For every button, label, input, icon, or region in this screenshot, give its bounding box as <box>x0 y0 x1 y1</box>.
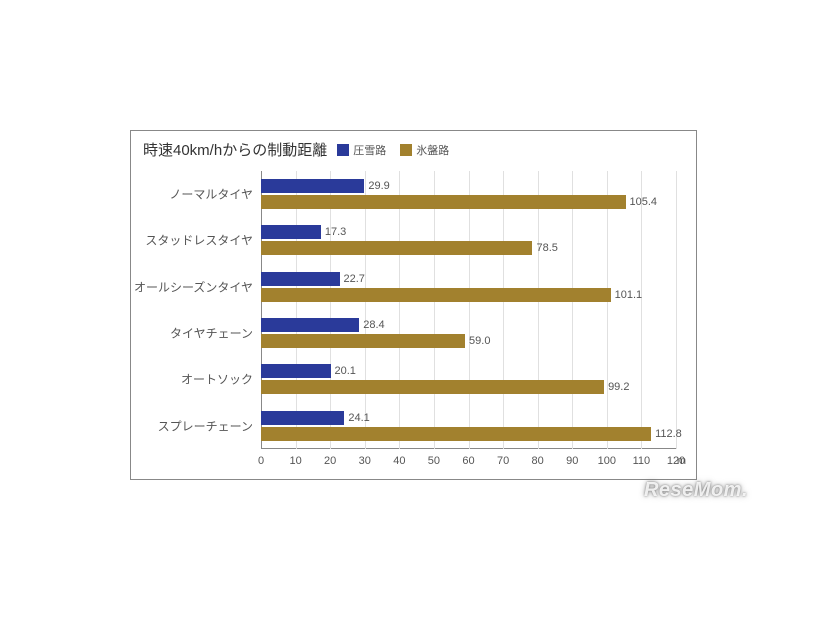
bar-value-label: 101.1 <box>611 289 643 301</box>
category-label: オールシーズンタイヤ <box>134 278 261 295</box>
x-tick-label: 50 <box>428 455 440 467</box>
category-group: オールシーズンタイヤ22.7101.1 <box>261 264 676 310</box>
category-label: スプレーチェーン <box>158 417 261 434</box>
x-tick-label: 20 <box>324 455 336 467</box>
bar-value-label: 99.2 <box>604 381 629 393</box>
bar-value-label: 28.4 <box>359 319 384 331</box>
bar: 22.7 <box>261 272 340 286</box>
category-label: ノーマルタイヤ <box>169 186 261 203</box>
category-group: タイヤチェーン28.459.0 <box>261 310 676 356</box>
chart-title: 時速40km/hからの制動距離 <box>143 139 327 160</box>
bar: 17.3 <box>261 225 321 239</box>
bar-value-label: 29.9 <box>364 180 389 192</box>
legend-item: 圧雪路 <box>337 142 386 158</box>
bar-value-label: 20.1 <box>331 365 356 377</box>
x-tick-label: 0 <box>258 455 264 467</box>
x-tick-label: 70 <box>497 455 509 467</box>
bar-value-label: 78.5 <box>532 242 557 254</box>
bar-value-label: 59.0 <box>465 335 490 347</box>
bar: 78.5 <box>261 241 532 255</box>
bar-value-label: 112.8 <box>651 428 682 440</box>
category-group: オートソック20.199.2 <box>261 356 676 402</box>
legend: 圧雪路 氷盤路 <box>337 142 449 158</box>
chart-header: 時速40km/hからの制動距離 圧雪路 氷盤路 <box>131 131 696 164</box>
bar: 59.0 <box>261 334 465 348</box>
bar-value-label: 17.3 <box>321 226 346 238</box>
legend-swatch <box>337 144 349 156</box>
bar: 24.1 <box>261 411 344 425</box>
plot-area: 0102030405060708090100110120mノーマルタイヤ29.9… <box>261 171 676 449</box>
legend-item: 氷盤路 <box>400 142 449 158</box>
x-tick-label: 80 <box>532 455 544 467</box>
legend-swatch <box>400 144 412 156</box>
bar: 105.4 <box>261 195 626 209</box>
x-tick-label: 40 <box>393 455 405 467</box>
x-tick-label: 60 <box>462 455 474 467</box>
x-tick-label: 110 <box>633 455 651 467</box>
x-axis-unit: m <box>677 455 686 467</box>
legend-label: 氷盤路 <box>416 142 449 158</box>
bar: 99.2 <box>261 380 604 394</box>
gridline <box>676 171 677 449</box>
category-label: スタッドレスタイヤ <box>145 232 261 249</box>
category-group: ノーマルタイヤ29.9105.4 <box>261 171 676 217</box>
watermark: ReseMom. <box>644 479 748 502</box>
bar-value-label: 105.4 <box>626 196 658 208</box>
category-label: タイヤチェーン <box>170 325 261 342</box>
category-label: オートソック <box>181 371 261 388</box>
category-group: スタッドレスタイヤ17.378.5 <box>261 217 676 263</box>
bar: 29.9 <box>261 179 364 193</box>
bar: 28.4 <box>261 318 359 332</box>
x-tick-label: 90 <box>566 455 578 467</box>
bar-value-label: 22.7 <box>340 273 365 285</box>
bar: 101.1 <box>261 288 611 302</box>
bar-value-label: 24.1 <box>344 412 369 424</box>
x-tick-label: 100 <box>598 455 616 467</box>
bar: 20.1 <box>261 364 331 378</box>
x-tick-label: 30 <box>359 455 371 467</box>
x-tick-label: 10 <box>289 455 301 467</box>
category-group: スプレーチェーン24.1112.8 <box>261 403 676 449</box>
bar: 112.8 <box>261 427 651 441</box>
chart-container: 時速40km/hからの制動距離 圧雪路氷盤路 01020304050607080… <box>130 130 697 480</box>
legend-label: 圧雪路 <box>353 142 386 158</box>
